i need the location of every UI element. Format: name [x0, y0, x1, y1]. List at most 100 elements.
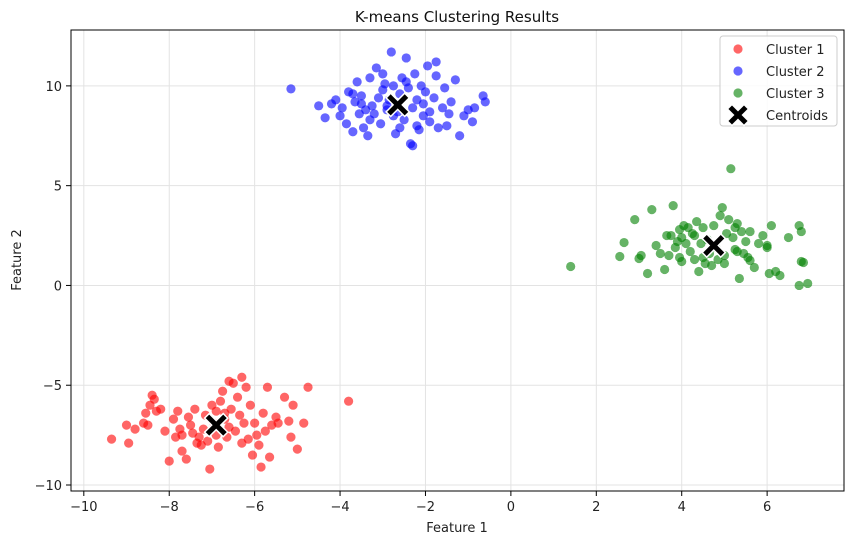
cluster-1-point	[130, 424, 140, 434]
cluster-3-point	[724, 214, 734, 225]
cluster-1-point	[121, 420, 132, 430]
cluster-1-point	[183, 412, 194, 422]
legend-marker-cluster-2	[733, 66, 743, 76]
y-tick-label: 5	[54, 180, 62, 195]
cluster-3-point	[758, 230, 768, 241]
cluster-2-point	[459, 111, 469, 121]
cluster-2-point	[408, 103, 418, 113]
cluster-1-point	[181, 454, 191, 464]
cluster-2-point	[371, 63, 381, 73]
cluster-3-point	[745, 226, 755, 237]
cluster-2-point	[429, 93, 439, 103]
cluster-3-point	[803, 278, 813, 289]
cluster-1-point	[211, 406, 221, 416]
cluster-2-point	[446, 97, 456, 107]
cluster-3-point	[689, 254, 700, 265]
cluster-1-point	[190, 404, 200, 414]
cluster-1-point	[237, 372, 247, 382]
cluster-2-point	[420, 87, 431, 97]
cluster-3-point	[664, 250, 674, 261]
x-tick-label: 2	[592, 500, 600, 515]
cluster-2-point	[358, 123, 369, 133]
legend-marker-cluster-3	[733, 88, 743, 98]
cluster-1-point	[303, 382, 313, 392]
cluster-2-point	[376, 119, 386, 129]
centroid-marker	[385, 92, 411, 118]
cluster-3-point	[749, 262, 759, 273]
cluster-3-point	[615, 251, 625, 262]
cluster-3-point	[726, 164, 736, 174]
cluster-2-point	[440, 83, 450, 93]
cluster-3-point	[698, 222, 708, 233]
cluster-2-point	[320, 113, 330, 123]
cluster-1-point	[254, 440, 264, 450]
cluster-2-point	[444, 109, 454, 119]
cluster-3-point	[677, 232, 687, 243]
cluster-1-point	[292, 444, 302, 454]
cluster-1-point	[156, 404, 166, 414]
cluster-2-point	[367, 101, 377, 111]
x-axis-ticks: −10 −8 −6 −4 −2 0 2 4 6	[70, 491, 771, 515]
cluster-3-point	[707, 260, 717, 271]
cluster-1-point	[205, 464, 215, 474]
cluster-3-point	[668, 201, 678, 211]
cluster-3-point	[728, 232, 738, 243]
cluster-2-point	[412, 121, 422, 131]
cluster-1-point	[143, 420, 153, 430]
cluster-2-point	[335, 111, 345, 121]
legend-box	[719, 35, 838, 127]
legend: Cluster 1 Cluster 2 Cluster 3 Centroids	[719, 35, 838, 127]
cluster-3-point	[741, 236, 751, 247]
cluster-2-point	[363, 131, 373, 141]
cluster-2-point	[365, 73, 375, 83]
cluster-1-point	[160, 426, 170, 436]
legend-label-cluster-1: Cluster 1	[766, 43, 825, 58]
cluster-2-point	[380, 79, 390, 89]
cluster-2-point	[314, 101, 324, 111]
x-tick-label: 0	[507, 500, 515, 515]
cluster-3-point	[660, 264, 670, 275]
centroid-marker	[203, 412, 229, 438]
cluster-1-point	[168, 414, 179, 424]
cluster-1-point	[177, 446, 187, 456]
cluster-3-point	[766, 220, 776, 231]
cluster-2-point	[331, 95, 341, 105]
cluster-1-point	[273, 418, 283, 428]
cluster-3-point	[642, 268, 653, 279]
cluster-2-point	[341, 119, 352, 129]
cluster-1-point	[286, 432, 296, 442]
legend-label-cluster-3: Cluster 3	[766, 87, 825, 102]
cluster-1-point	[141, 408, 151, 418]
cluster-3-point	[566, 261, 576, 272]
cluster-2-point	[388, 81, 399, 91]
y-tick-label: −10	[35, 479, 62, 494]
legend-label-cluster-2: Cluster 2	[766, 65, 825, 80]
cluster-3-point	[692, 216, 702, 227]
x-tick-label: 6	[763, 500, 771, 515]
legend-marker-centroids	[726, 103, 750, 127]
cluster-3-point	[745, 255, 755, 266]
x-tick-label: −10	[70, 500, 97, 515]
cluster-3-point	[685, 246, 695, 257]
centroid-marker	[701, 232, 727, 259]
cluster-3-point	[717, 203, 727, 213]
cluster-1-point	[232, 392, 243, 402]
cluster-2-point	[401, 77, 411, 87]
scatter-points	[106, 47, 813, 474]
cluster-2-point	[352, 77, 362, 87]
cluster-3-point	[619, 237, 629, 248]
cluster-1-point	[288, 400, 298, 410]
y-tick-label: 0	[54, 279, 62, 294]
cluster-2-point	[431, 57, 441, 67]
cluster-3-point	[775, 270, 785, 281]
cluster-2-point	[373, 93, 384, 103]
cluster-3-point	[709, 220, 719, 231]
cluster-3-point	[655, 248, 665, 259]
cluster-2-point	[418, 99, 428, 109]
cluster-1-point	[241, 382, 251, 392]
plot-area-frame	[70, 29, 845, 492]
cluster-2-point	[480, 97, 490, 107]
y-tick-label: −5	[43, 379, 62, 394]
cluster-2-point	[337, 103, 347, 113]
